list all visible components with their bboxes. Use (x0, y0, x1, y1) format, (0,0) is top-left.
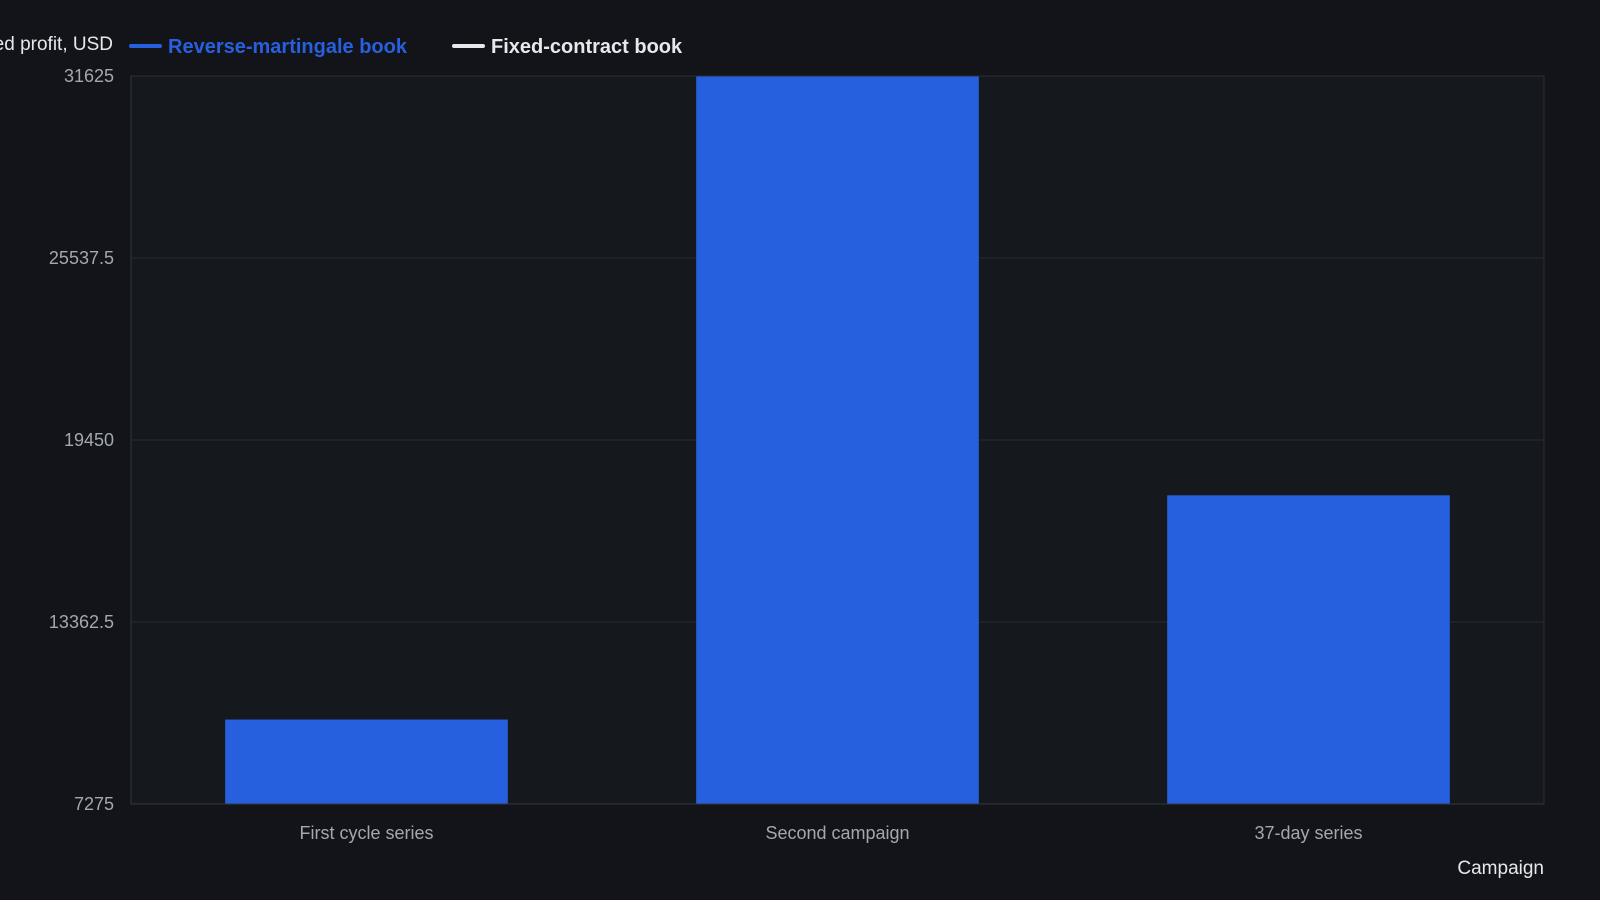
legend-label-fixed-contract: Fixed-contract book (491, 36, 683, 58)
x-category-labels: First cycle series Second campaign 37-day … (299, 823, 1362, 843)
bar-37-day-series[interactable] (1167, 495, 1450, 804)
y-tick-label: 31625 (64, 66, 114, 86)
x-category-label: Second campaign (765, 823, 909, 843)
y-tick-labels: 31625 25537.5 19450 13362.5 7275 (49, 66, 114, 814)
bar-first-cycle-series[interactable] (225, 719, 508, 804)
y-tick-label: 7275 (74, 794, 114, 814)
y-tick-label: 13362.5 (49, 612, 114, 632)
y-tick-label: 25537.5 (49, 248, 114, 268)
x-category-label: 37-day series (1254, 823, 1362, 843)
bars (225, 76, 1450, 804)
x-category-label: First cycle series (299, 823, 433, 843)
y-tick-label: 19450 (64, 430, 114, 450)
legend: Reverse-martingale book Fixed-contract b… (129, 36, 683, 58)
legend-item-reverse-martingale[interactable]: Reverse-martingale book (129, 36, 408, 58)
legend-label-reverse-martingale: Reverse-martingale book (168, 36, 408, 58)
x-axis-label: Campaign (1457, 858, 1544, 879)
y-axis-label: ed profit, USD (0, 34, 113, 55)
bar-second-campaign[interactable] (696, 76, 979, 804)
legend-item-fixed-contract[interactable]: Fixed-contract book (452, 36, 683, 58)
